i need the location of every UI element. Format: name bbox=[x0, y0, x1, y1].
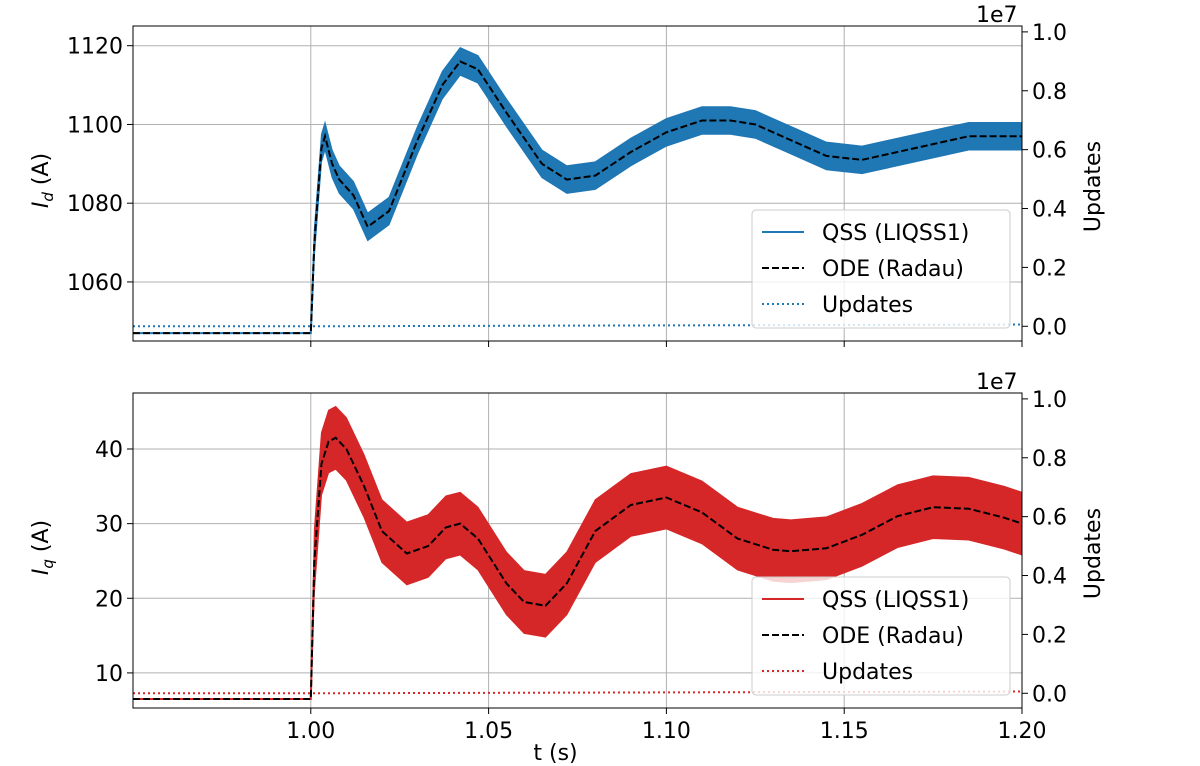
y2-axis-title: Updates bbox=[1081, 508, 1106, 599]
y-tick-label-1: 1080 bbox=[67, 192, 123, 217]
y-axis-title-unit: (A) bbox=[29, 153, 54, 192]
y-axis-title: Id (A) bbox=[29, 153, 57, 208]
y-axis-title-symbol: I bbox=[29, 202, 54, 209]
y2-tick-label-5: 1.0 bbox=[1032, 21, 1067, 46]
legend-label-ode-radau: ODE (Radau) bbox=[822, 624, 964, 649]
y-tick-label-0: 1060 bbox=[67, 271, 123, 296]
y2-tick-label-5: 1.0 bbox=[1032, 388, 1067, 413]
y2-tick-label-1: 0.2 bbox=[1032, 256, 1067, 281]
y-axis-title-symbol: I bbox=[29, 569, 54, 576]
chart-panel-2: 10 20 30 40 0.0 0.2 0.4 0.6 0.8 1.0 1e7 1.00 1.05 1.1… bbox=[29, 370, 1106, 766]
legend-frame bbox=[751, 209, 1011, 329]
legend-label-qss-liqss1: QSS (LIQSS1) bbox=[822, 588, 969, 613]
x-tick-label-1: 1.05 bbox=[464, 719, 513, 744]
y-tick-label-1: 20 bbox=[95, 587, 123, 612]
y-axis-title-unit: (A) bbox=[29, 520, 54, 559]
series-band-qss-liqss1 bbox=[133, 405, 1022, 700]
legend-label-qss-liqss1: QSS (LIQSS1) bbox=[822, 221, 969, 246]
y-tick-label-0: 10 bbox=[95, 662, 123, 687]
x-tick-label-4: 1.20 bbox=[998, 719, 1047, 744]
legend: QSS (LIQSS1) ODE (Radau) Updates bbox=[751, 576, 1011, 696]
panels: 1060 1080 1100 1120 0.0 0.2 0.4 0.6 0.8 1.0 1e7 Id … bbox=[29, 3, 1106, 766]
y2-exponent-label: 1e7 bbox=[976, 370, 1018, 395]
x-tick-label-2: 1.10 bbox=[642, 719, 691, 744]
y2-tick-label-3: 0.6 bbox=[1032, 139, 1067, 164]
y2-tick-label-4: 0.8 bbox=[1032, 447, 1067, 472]
y-tick-label-3: 40 bbox=[95, 438, 123, 463]
series-line-ode-radau bbox=[133, 60, 1022, 335]
y2-tick-label-0: 0.0 bbox=[1032, 682, 1067, 707]
y-tick-label-2: 1100 bbox=[67, 113, 123, 138]
y2-exponent-label: 1e7 bbox=[976, 3, 1018, 28]
y-tick-label-2: 30 bbox=[95, 513, 123, 538]
y2-tick-label-2: 0.4 bbox=[1032, 565, 1067, 590]
series-band-qss-liqss1 bbox=[133, 47, 1022, 334]
x-tick-label-0: 1.00 bbox=[286, 719, 335, 744]
y2-tick-label-1: 0.2 bbox=[1032, 623, 1067, 648]
x-tick-label-3: 1.15 bbox=[820, 719, 869, 744]
y2-tick-label-3: 0.6 bbox=[1032, 506, 1067, 531]
legend-label-ode-radau: ODE (Radau) bbox=[822, 257, 964, 282]
legend: QSS (LIQSS1) ODE (Radau) Updates bbox=[751, 209, 1011, 329]
axes-frame bbox=[132, 25, 1023, 342]
legend-label-updates: Updates bbox=[822, 293, 913, 318]
y2-tick-label-0: 0.0 bbox=[1032, 315, 1067, 340]
y-axis-title-subscript: q bbox=[39, 559, 57, 569]
y2-tick-label-4: 0.8 bbox=[1032, 80, 1067, 105]
legend-frame bbox=[751, 576, 1011, 696]
y2-tick-label-2: 0.4 bbox=[1032, 198, 1067, 223]
y2-axis-title: Updates bbox=[1081, 141, 1106, 232]
chart-panel-1: 1060 1080 1100 1120 0.0 0.2 0.4 0.6 0.8 1.0 1e7 Id … bbox=[29, 3, 1106, 347]
y-axis-title-subscript: d bbox=[39, 192, 57, 202]
x-axis-title: t (s) bbox=[533, 741, 577, 766]
axes-frame bbox=[132, 392, 1023, 709]
series-line-ode-radau bbox=[133, 436, 1022, 701]
y-axis-title: Iq (A) bbox=[29, 520, 57, 575]
y-tick-label-3: 1120 bbox=[67, 35, 123, 60]
legend-label-updates: Updates bbox=[822, 660, 913, 685]
